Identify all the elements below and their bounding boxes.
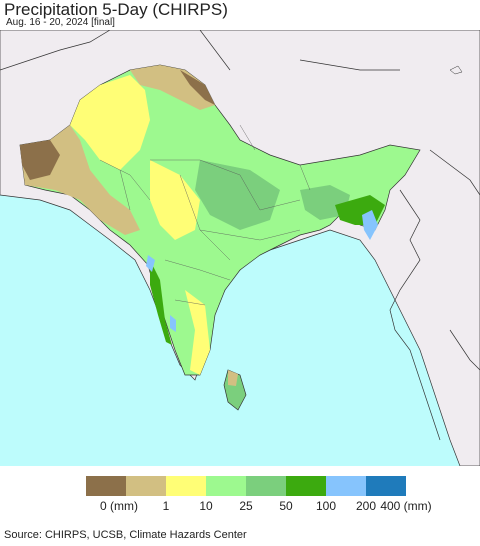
- legend-swatch: [126, 476, 166, 496]
- legend-label: 100: [315, 499, 337, 513]
- map-subtitle: Aug. 16 - 20, 2024 [final]: [6, 17, 115, 28]
- green-area-westcoast: [150, 260, 172, 345]
- legend-label: 10: [199, 499, 213, 513]
- legend-swatch: [366, 476, 406, 496]
- blue-area-east: [362, 210, 378, 240]
- yellow-area-northwest: [70, 75, 150, 170]
- legend-label: 0 (mm): [100, 499, 138, 513]
- sri-lanka-dry: [228, 370, 238, 386]
- legend-swatch: [246, 476, 286, 496]
- blue-area-west: [146, 255, 155, 272]
- green-area-central: [195, 160, 280, 230]
- legend-swatch: [86, 476, 126, 496]
- legend-swatch: [326, 476, 366, 496]
- legend-label: 400 (mm): [380, 499, 432, 513]
- legend-label: 25: [239, 499, 253, 513]
- blue-area-kerala: [170, 315, 176, 332]
- legend-color-bar: [86, 476, 406, 496]
- state-borders: [99, 124, 311, 306]
- yellow-area-central: [150, 160, 200, 240]
- dry-area-north: [130, 65, 215, 110]
- yellow-area-south: [185, 290, 210, 375]
- legend-swatch: [166, 476, 206, 496]
- legend-label: 50: [279, 499, 293, 513]
- precipitation-map: [0, 30, 480, 466]
- legend-labels: 0 (mm) 1 10 25 50 100 200 400 (mm): [0, 499, 480, 515]
- legend-label: 200: [355, 499, 377, 513]
- source-credit: Source: CHIRPS, UCSB, Climate Hazards Ce…: [4, 529, 247, 541]
- dry-area-brown: [20, 140, 60, 180]
- dry-area-brown-north: [180, 70, 215, 105]
- legend-label: 1: [162, 499, 170, 513]
- map-title: Precipitation 5-Day (CHIRPS): [4, 0, 228, 19]
- country-border: [0, 30, 480, 441]
- legend-swatch: [206, 476, 246, 496]
- legend-swatch: [286, 476, 326, 496]
- island: [449, 65, 463, 75]
